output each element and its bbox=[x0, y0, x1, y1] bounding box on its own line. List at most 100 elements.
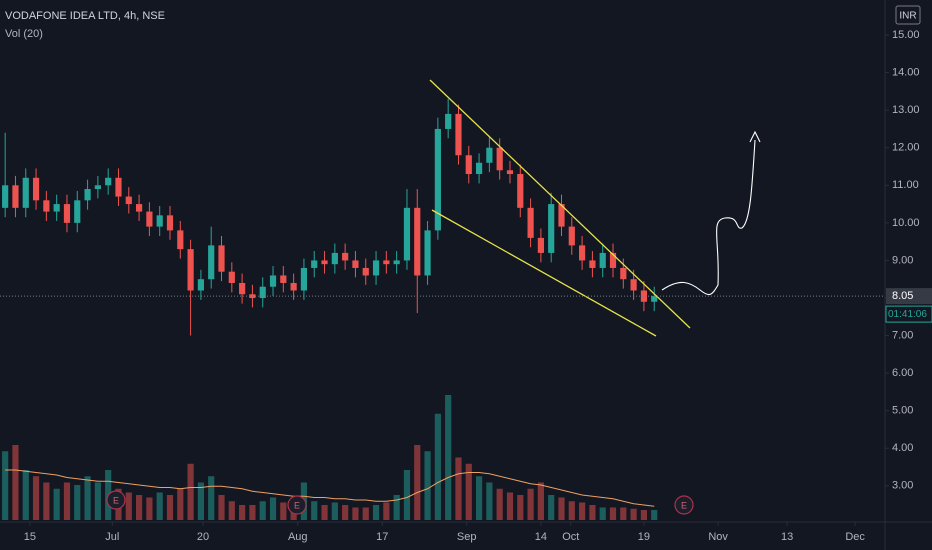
candle-body bbox=[280, 275, 287, 283]
candle-body bbox=[84, 189, 91, 201]
candle-body bbox=[599, 252, 606, 268]
y-tick-label: 4.00 bbox=[892, 442, 913, 454]
x-tick-label: 15 bbox=[24, 531, 36, 543]
x-tick-label: 20 bbox=[197, 531, 209, 543]
candle-body bbox=[115, 177, 122, 197]
candle-body bbox=[342, 252, 349, 261]
volume-bar bbox=[269, 497, 277, 520]
volume-bar bbox=[537, 482, 544, 520]
volume-bar bbox=[311, 501, 318, 520]
currency-box[interactable] bbox=[895, 5, 921, 25]
candle-body bbox=[651, 296, 658, 302]
volume-bar bbox=[249, 505, 256, 520]
earnings-circle bbox=[106, 490, 126, 510]
volume-bar bbox=[609, 507, 617, 520]
volume-bar bbox=[166, 495, 174, 520]
trendline-upper bbox=[429, 79, 691, 329]
volume-bar bbox=[218, 495, 225, 520]
volume-bar bbox=[383, 502, 390, 520]
volume-bar bbox=[12, 445, 19, 520]
volume-bar bbox=[640, 510, 648, 520]
y-tick-label: 10.00 bbox=[892, 217, 920, 229]
earnings-circle bbox=[287, 495, 307, 515]
candle-body bbox=[177, 230, 184, 250]
candle-body bbox=[589, 260, 596, 268]
indicator-label: Vol (20) bbox=[5, 28, 43, 40]
candle-body bbox=[434, 128, 441, 231]
volume-bar bbox=[362, 507, 369, 520]
earnings-label: E bbox=[294, 500, 300, 510]
symbol-title: VODAFONE IDEA LTD, 4h, NSE bbox=[5, 10, 165, 22]
currency-label: INR bbox=[899, 11, 916, 22]
volume-bar bbox=[197, 482, 204, 520]
x-tick-label: 13 bbox=[781, 531, 793, 543]
candle-body bbox=[2, 185, 9, 208]
earnings-marker[interactable]: E bbox=[674, 495, 694, 515]
volume-bar bbox=[2, 451, 9, 520]
candle-body bbox=[609, 252, 617, 268]
volume-bar bbox=[177, 488, 184, 520]
earnings-label: E bbox=[113, 495, 119, 505]
candle-layer bbox=[2, 98, 658, 336]
x-tick-label: 17 bbox=[376, 531, 388, 543]
earnings-marker[interactable]: E bbox=[287, 495, 307, 515]
candle-body bbox=[496, 147, 503, 171]
volume-bar bbox=[393, 495, 400, 520]
volume-bar bbox=[208, 476, 215, 520]
axis-layer: 15.0014.0013.0012.0011.0010.009.008.007.… bbox=[0, 29, 932, 543]
y-tick-label: 6.00 bbox=[892, 367, 913, 379]
volume-bar bbox=[517, 495, 524, 520]
volume-bar bbox=[84, 476, 91, 520]
volume-bar bbox=[434, 413, 441, 520]
candle-body bbox=[579, 245, 586, 261]
volume-bar bbox=[280, 502, 287, 520]
volume-bar bbox=[620, 507, 627, 520]
candle-body bbox=[228, 271, 235, 283]
volume-bar bbox=[579, 502, 586, 520]
candle-body bbox=[43, 200, 50, 212]
volume-bar bbox=[156, 492, 163, 520]
volume-bar bbox=[496, 488, 503, 520]
earnings-label: E bbox=[681, 500, 687, 510]
candle-body bbox=[125, 196, 132, 205]
volume-bar bbox=[53, 488, 60, 520]
volume-bar bbox=[321, 505, 328, 520]
volume-bar bbox=[465, 463, 472, 520]
candle-body bbox=[568, 226, 575, 246]
candle-body bbox=[537, 237, 544, 253]
x-tick-label: Oct bbox=[562, 531, 579, 543]
candle-body bbox=[63, 204, 71, 223]
y-tick-label: 7.00 bbox=[892, 329, 913, 341]
y-tick-label: 13.00 bbox=[892, 104, 920, 116]
candle-body bbox=[393, 260, 400, 265]
x-tick-label: Jul bbox=[105, 531, 119, 543]
candle-body bbox=[414, 207, 421, 276]
volume-bar bbox=[372, 505, 380, 520]
candle-body bbox=[311, 260, 318, 268]
volume-ma-line bbox=[5, 469, 655, 507]
x-tick-label: Sep bbox=[457, 531, 477, 543]
candle-body bbox=[465, 155, 472, 175]
candle-body bbox=[156, 215, 163, 227]
candle-body bbox=[300, 267, 308, 291]
candle-body bbox=[630, 279, 637, 291]
volume-bar bbox=[630, 508, 637, 520]
volume-bar bbox=[527, 488, 534, 520]
earnings-marker[interactable]: E bbox=[106, 490, 126, 510]
candle-body bbox=[424, 230, 431, 276]
candle-body bbox=[32, 177, 40, 201]
volume-bar bbox=[187, 463, 194, 520]
earnings-circle bbox=[674, 495, 694, 515]
volume-bar bbox=[259, 501, 266, 520]
volume-bar bbox=[94, 482, 101, 520]
volume-bar bbox=[424, 451, 431, 520]
candle-body bbox=[208, 245, 215, 280]
candle-body bbox=[383, 260, 390, 265]
candle-body bbox=[548, 204, 555, 253]
last-price-label: 8.05 bbox=[892, 290, 913, 302]
candle-body bbox=[269, 275, 277, 287]
candle-body bbox=[558, 204, 565, 227]
volume-bar bbox=[22, 470, 29, 520]
y-tick-label: 9.00 bbox=[892, 254, 913, 266]
